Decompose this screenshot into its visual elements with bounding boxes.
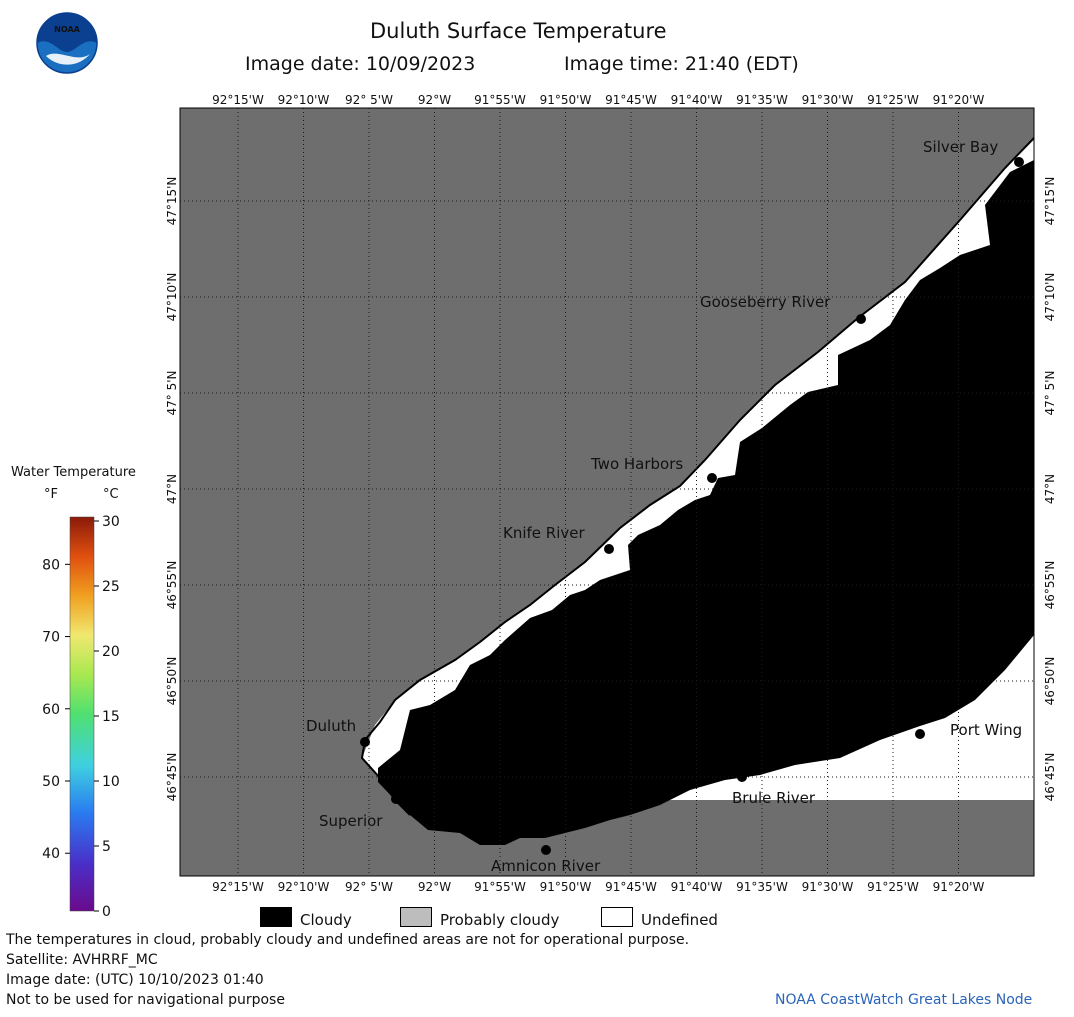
- legend-undefined-label: Undefined: [641, 911, 718, 929]
- label-port-wing: Port Wing: [950, 721, 1022, 739]
- colorbar-f-tick: 60: [42, 702, 60, 718]
- lat-label-right: 47°N: [1043, 474, 1057, 504]
- image-time: Image time: 21:40 (EDT): [564, 53, 799, 75]
- lon-label-top: 92°10'W: [278, 93, 330, 107]
- lon-label-bottom: 91°55'W: [474, 880, 526, 894]
- lon-label-top: 91°45'W: [605, 93, 657, 107]
- lon-label-top: 91°55'W: [474, 93, 526, 107]
- lon-label-bottom: 91°45'W: [605, 880, 657, 894]
- colorbar-c-tick: 20: [102, 644, 120, 660]
- colorbar-f-label: °F: [44, 487, 58, 502]
- label-gooseberry-river: Gooseberry River: [700, 293, 831, 311]
- lon-label-bottom: 91°50'W: [540, 880, 592, 894]
- label-silver-bay: Silver Bay: [923, 138, 998, 156]
- lon-label-bottom: 91°25'W: [867, 880, 919, 894]
- legend-cloudy-label: Cloudy: [300, 911, 352, 929]
- label-two-harbors: Two Harbors: [590, 455, 683, 473]
- marker-gooseberry-river: [856, 314, 866, 324]
- marker-amnicon-river: [541, 845, 551, 855]
- map-title: Duluth Surface Temperature: [370, 19, 667, 43]
- lat-label-right: 47°15'N: [1043, 177, 1057, 226]
- lon-label-top: 92°W: [418, 93, 451, 107]
- colorbar-f-tick: 50: [42, 774, 60, 790]
- lon-label-bottom: 92° 5'W: [345, 880, 393, 894]
- footer-note: The temperatures in cloud, probably clou…: [6, 932, 690, 948]
- lon-label-bottom: 91°30'W: [802, 880, 854, 894]
- colorbar-c-label: °C: [103, 487, 119, 502]
- lon-label-top: 91°20'W: [933, 93, 985, 107]
- label-knife-river: Knife River: [503, 524, 585, 542]
- marker-two-harbors: [707, 473, 717, 483]
- footer-utc-date: Image date: (UTC) 10/10/2023 01:40: [6, 972, 264, 988]
- colorbar-c-tick: 0: [102, 904, 111, 920]
- lon-label-bottom: 91°20'W: [933, 880, 985, 894]
- marker-duluth: [360, 737, 370, 747]
- lat-label-right: 47°10'N: [1043, 273, 1057, 322]
- lat-label-left: 47°N: [165, 474, 179, 504]
- label-duluth: Duluth: [306, 717, 356, 735]
- place-markers: [360, 157, 1024, 855]
- lat-label-left: 46°45'N: [165, 753, 179, 802]
- colorbar-title: Water Temperature: [11, 465, 136, 480]
- legend-undefined-swatch: [601, 907, 633, 927]
- footer-satellite: Satellite: AVHRRF_MC: [6, 952, 158, 968]
- lon-label-top: 91°50'W: [540, 93, 592, 107]
- colorbar-c-tick: 25: [102, 579, 120, 595]
- legend-probably-cloudy-swatch: [400, 907, 432, 927]
- label-amnicon-river: Amnicon River: [491, 857, 601, 875]
- marker-brule-river: [737, 772, 747, 782]
- cloudy-area: [378, 160, 1034, 845]
- lat-label-left: 47° 5'N: [165, 371, 179, 416]
- lon-label-top: 91°25'W: [867, 93, 919, 107]
- lat-label-right: 47° 5'N: [1043, 371, 1057, 416]
- svg-text:NOAA: NOAA: [54, 25, 80, 34]
- lat-label-left: 46°55'N: [165, 561, 179, 610]
- legend-probably-cloudy-label: Probably cloudy: [440, 911, 560, 929]
- lon-label-top: 92° 5'W: [345, 93, 393, 107]
- colorbar-c-tick: 5: [102, 839, 111, 855]
- lon-label-bottom: 92°15'W: [212, 880, 264, 894]
- lat-label-right: 46°50'N: [1043, 657, 1057, 706]
- lon-label-top: 92°15'W: [212, 93, 264, 107]
- graticule: [180, 108, 1034, 876]
- lat-label-right: 46°55'N: [1043, 561, 1057, 610]
- colorbar-f-tick: 70: [42, 630, 60, 646]
- image-date: Image date: 10/09/2023: [245, 53, 476, 75]
- colorbar-c-tick: 30: [102, 514, 120, 530]
- place-labels: Silver Bay Gooseberry River Two Harbors …: [306, 138, 1022, 875]
- label-brule-river: Brule River: [732, 789, 816, 807]
- marker-superior: [391, 794, 401, 804]
- colorbar-c-tick: 15: [102, 709, 120, 725]
- lon-label-bottom: 92°W: [418, 880, 451, 894]
- lat-label-right: 46°45'N: [1043, 753, 1057, 802]
- lon-label-top: 91°40'W: [671, 93, 723, 107]
- coastline: [360, 137, 1034, 816]
- lon-label-top: 91°35'W: [736, 93, 788, 107]
- marker-silver-bay: [1014, 157, 1024, 167]
- colorbar-f-tick: 40: [42, 846, 60, 862]
- lon-label-bottom: 91°40'W: [671, 880, 723, 894]
- label-superior: Superior: [319, 812, 383, 830]
- footer-credit: NOAA CoastWatch Great Lakes Node: [775, 992, 1033, 1008]
- colorbar-c-tick: 10: [102, 774, 120, 790]
- marker-knife-river: [604, 544, 614, 554]
- lon-label-bottom: 92°10'W: [278, 880, 330, 894]
- marker-port-wing: [915, 729, 925, 739]
- colorbar-f-tick: 80: [42, 557, 60, 573]
- legend-cloudy-swatch: [260, 907, 292, 927]
- footer-nav-warning: Not to be used for navigational purpose: [6, 992, 285, 1008]
- lon-label-bottom: 91°35'W: [736, 880, 788, 894]
- lat-label-left: 47°10'N: [165, 273, 179, 322]
- lat-label-left: 47°15'N: [165, 177, 179, 226]
- lon-label-top: 91°30'W: [802, 93, 854, 107]
- noaa-logo: NOAA: [36, 12, 98, 74]
- lat-label-left: 46°50'N: [165, 657, 179, 706]
